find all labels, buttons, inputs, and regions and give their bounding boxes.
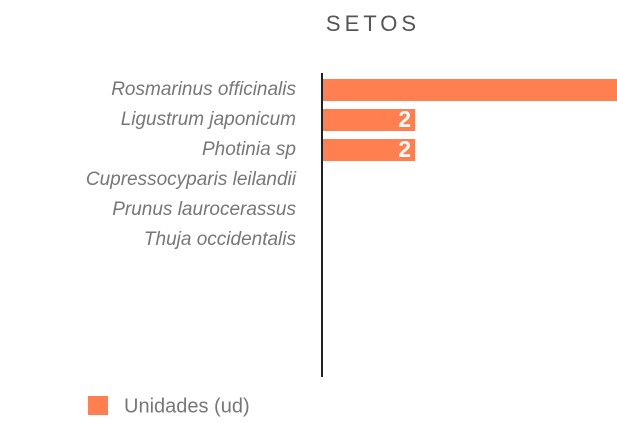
- legend-swatch: [88, 396, 108, 415]
- data-label: 2: [398, 136, 411, 162]
- bar: [323, 79, 617, 101]
- data-label: 2: [398, 106, 411, 132]
- y-tick-label: Ligustrum japonicum: [121, 109, 296, 130]
- y-tick-label: Prunus laurocerassus: [112, 199, 296, 220]
- bar: [323, 139, 415, 161]
- y-tick-label: Thuja occidentalis: [144, 229, 297, 250]
- y-tick-label: Photinia sp: [202, 139, 296, 160]
- chart-title: SETOS: [326, 11, 420, 36]
- y-tick-label: Rosmarinus officinalis: [111, 79, 296, 100]
- legend-label: Unidades (ud): [124, 395, 250, 417]
- y-tick-label: Cupressocyparis leilandii: [86, 169, 297, 190]
- bar: [323, 109, 415, 131]
